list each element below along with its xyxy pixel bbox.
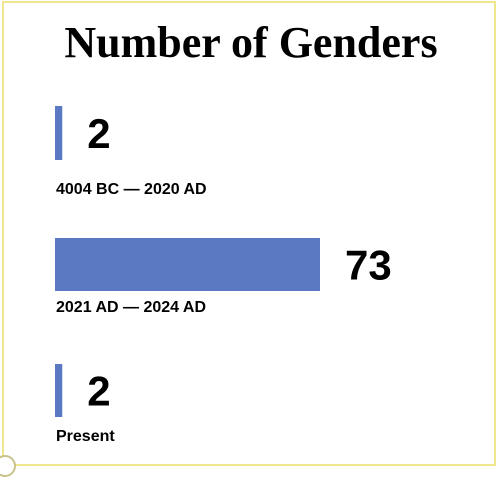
chart-frame: Number of Genders (2, 1, 496, 466)
category-label-3: Present (56, 428, 115, 445)
chart-title: Number of Genders (64, 18, 438, 67)
bar-1 (55, 106, 63, 160)
bar-2 (55, 238, 320, 291)
category-label-1: 4004 BC — 2020 AD (56, 181, 207, 198)
data-label-2: 73 (345, 242, 392, 289)
data-label-3: 2 (87, 368, 110, 415)
corner-decoration (0, 455, 16, 477)
category-label-2: 2021 AD — 2024 AD (56, 299, 206, 316)
bar-3 (55, 364, 63, 417)
data-label-1: 2 (87, 110, 110, 157)
